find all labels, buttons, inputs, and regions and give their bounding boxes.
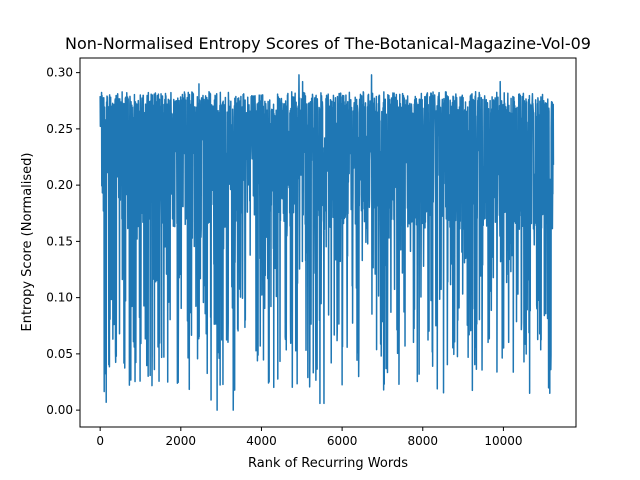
y-tick-label: 0.00: [46, 403, 73, 417]
series-line-entropy: [99, 74, 555, 411]
y-axis-label: Entropy Score (Normalised): [20, 153, 35, 332]
x-axis-ticks: 0 2000 4000 6000 8000 10000: [96, 427, 523, 448]
x-tick-label: 0: [96, 434, 104, 448]
y-tick-label: 0.15: [46, 234, 73, 248]
y-tick-label: 0.05: [46, 347, 73, 361]
axes-frame: [79, 57, 577, 428]
x-axis-label: Rank of Recurring Words: [248, 456, 408, 471]
y-tick-label: 0.10: [46, 291, 73, 305]
x-tick-label: 6000: [327, 434, 358, 448]
y-tick-label: 0.20: [46, 178, 73, 192]
x-tick-label: 2000: [166, 434, 197, 448]
x-tick-label: 8000: [407, 434, 438, 448]
chart-title: Non-Normalised Entropy Scores of The-Bot…: [65, 34, 591, 53]
plot-area: [79, 57, 577, 428]
x-tick-label: 4000: [246, 434, 277, 448]
y-tick-label: 0.30: [46, 66, 73, 80]
y-tick-label: 0.25: [46, 122, 73, 136]
y-axis-ticks: 0.00 0.05 0.10 0.15 0.20 0.25 0.30: [46, 66, 80, 417]
series-layer: [99, 74, 555, 411]
x-tick-label: 10000: [484, 434, 522, 448]
